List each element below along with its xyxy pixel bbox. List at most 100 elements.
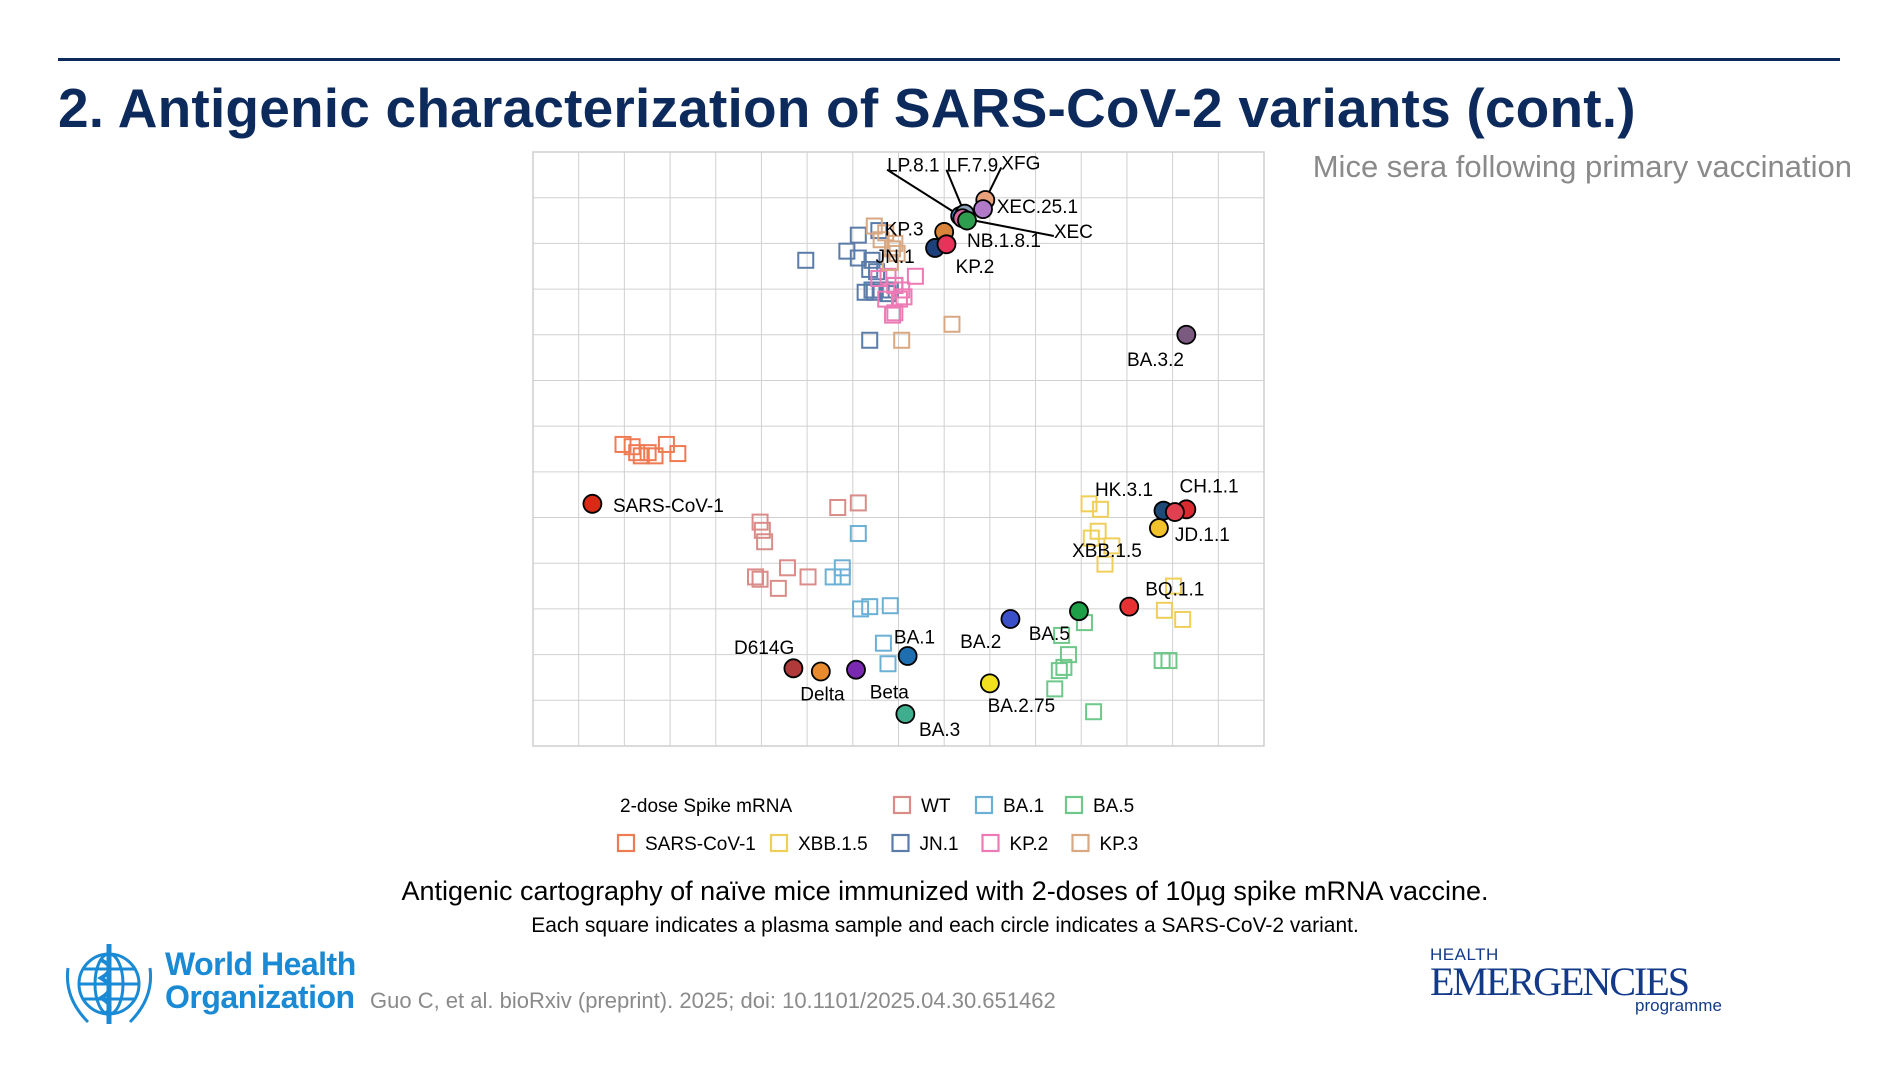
serum-square-ba-1 bbox=[879, 655, 897, 673]
variant-label-lf-7-9: LF.7.9 bbox=[946, 156, 998, 177]
legend-label-kp-2: KP.2 bbox=[1010, 834, 1049, 855]
variant-label-ba-3: BA.3 bbox=[919, 720, 960, 741]
legend-label-ba-1: BA.1 bbox=[1003, 796, 1044, 817]
serum-square-ba-5 bbox=[1085, 703, 1103, 721]
who-wordmark: World Health Organization bbox=[165, 948, 356, 1014]
legend-square-jn-1 bbox=[891, 833, 910, 853]
figure-caption-detail: Each square indicates a plasma sample an… bbox=[531, 914, 1359, 937]
serum-square-xbb-1-5 bbox=[1174, 610, 1192, 628]
variant-point-jd-1-1 bbox=[1165, 502, 1185, 522]
legend-square-sars-cov-1 bbox=[616, 833, 636, 853]
variant-label-ba-3-2: BA.3.2 bbox=[1127, 350, 1184, 371]
serum-square-ba-5 bbox=[1160, 652, 1178, 670]
variant-point-bq-1-1 bbox=[1119, 596, 1140, 617]
serum-square-kp-2 bbox=[877, 290, 895, 308]
variant-label-delta: Delta bbox=[800, 684, 845, 705]
serum-square-sars-cov-1 bbox=[632, 447, 650, 465]
serum-square-sars-cov-1 bbox=[646, 447, 664, 465]
variant-point-delta bbox=[810, 661, 831, 682]
serum-square-wt bbox=[799, 568, 817, 586]
variant-point-ba-3 bbox=[895, 704, 916, 724]
who-name-line2: Organization bbox=[165, 979, 355, 1015]
variant-label-lp-8-1: LP.8.1 bbox=[887, 156, 939, 177]
variant-label-bq-1-1: BQ.1.1 bbox=[1145, 579, 1204, 600]
figure-caption: Antigenic cartography of naïve mice immu… bbox=[401, 876, 1489, 906]
serum-square-wt bbox=[778, 559, 796, 577]
serum-square-ba-1 bbox=[833, 568, 851, 586]
he-logo-emergencies: EMERGENCIES bbox=[1430, 959, 1690, 1004]
legend-label-ba-5: BA.5 bbox=[1093, 796, 1134, 817]
serum-square-xbb-1-5 bbox=[1103, 537, 1121, 555]
slide-subtitle: Mice sera following primary vaccination bbox=[1312, 149, 1852, 184]
serum-square-wt bbox=[769, 579, 787, 597]
serum-square-sars-cov-1 bbox=[657, 435, 675, 453]
serum-square-ba-1 bbox=[833, 559, 851, 577]
legend-square-ba-5 bbox=[1064, 795, 1084, 815]
serum-square-ba-1 bbox=[881, 597, 899, 615]
variant-circles bbox=[582, 190, 1197, 724]
serum-square-xbb-1-5 bbox=[1155, 601, 1173, 619]
serum-square-kp-3 bbox=[893, 331, 911, 349]
serum-square-wt bbox=[849, 494, 867, 512]
serum-square-wt bbox=[756, 533, 774, 551]
serum-square-jn-1 bbox=[856, 283, 874, 301]
variant-label-xfg: XFG bbox=[1001, 153, 1040, 174]
legend-square-ba-1 bbox=[974, 795, 994, 815]
serum-square-kp-3 bbox=[943, 315, 961, 333]
variant-label-jn-1: JN.1 bbox=[876, 247, 915, 268]
variant-label-xec-25-1: XEC.25.1 bbox=[997, 197, 1078, 218]
serum-square-ba-5 bbox=[1059, 646, 1077, 664]
variant-label-hk-3-1: HK.3.1 bbox=[1095, 480, 1153, 501]
legend-square-kp-2 bbox=[981, 833, 1000, 853]
variant-point-ba-5 bbox=[1069, 601, 1089, 622]
serum-square-jn-1 bbox=[849, 249, 867, 267]
citation: Guo C, et al. bioRxiv (preprint). 2025; … bbox=[370, 988, 1056, 1013]
serum-square-ba-1 bbox=[824, 568, 842, 586]
who-emblem-icon bbox=[65, 944, 153, 1024]
he-logo-programme: programme bbox=[1635, 996, 1722, 1015]
serum-square-xbb-1-5 bbox=[1091, 500, 1109, 518]
variant-label-sars-cov-1: SARS-CoV-1 bbox=[613, 496, 724, 517]
who-name-line1: World Health bbox=[165, 946, 356, 982]
serum-square-ba-5 bbox=[1046, 680, 1064, 698]
serum-square-wt bbox=[751, 570, 769, 588]
serum-square-kp-3 bbox=[881, 254, 899, 272]
legend-label-kp-3: KP.3 bbox=[1100, 834, 1139, 855]
variant-label-d614g: D614G bbox=[734, 638, 794, 659]
variant-point-ba-1 bbox=[897, 646, 918, 666]
variant-label-ba-1: BA.1 bbox=[894, 628, 935, 649]
variant-label-kp-2: KP.2 bbox=[956, 257, 995, 278]
legend: 2-dose Spike mRNA WT BA.1 BA.5 SARS-CoV-1 XBB… bbox=[616, 795, 1139, 855]
serum-square-wt bbox=[829, 498, 847, 516]
serum-square-ba-5 bbox=[1055, 658, 1073, 676]
serum-square-wt bbox=[746, 568, 764, 586]
serum-square-kp-3 bbox=[886, 234, 904, 252]
serum-square-kp-3 bbox=[884, 240, 902, 258]
sera-squares bbox=[614, 217, 1192, 721]
serum-square-kp-2 bbox=[893, 281, 911, 299]
variant-point-nb-1-8-1 bbox=[957, 210, 977, 231]
variant-point-d614g bbox=[783, 658, 804, 679]
legend-label-sars-cov-1: SARS-CoV-1 bbox=[645, 834, 756, 855]
legend-label-jn-1: JN.1 bbox=[920, 834, 959, 855]
serum-square-jn-1 bbox=[849, 226, 867, 244]
legend-title: 2-dose Spike mRNA bbox=[620, 796, 792, 817]
serum-square-sars-cov-1 bbox=[628, 444, 646, 462]
variant-point-beta bbox=[846, 659, 866, 680]
legend-square-wt bbox=[892, 795, 912, 815]
serum-square-ba-5 bbox=[1050, 662, 1068, 680]
variant-label-kp-3: KP.3 bbox=[885, 220, 924, 241]
variant-label-nb-1-8-1: NB.1.8.1 bbox=[967, 231, 1041, 252]
serum-square-xbb-1-5 bbox=[1165, 577, 1183, 595]
variant-labels: LP.8.1 LF.7.9 XFG XEC.25.1 XEC KP.3 NB.1.8.1 JN… bbox=[613, 153, 1239, 741]
legend-square-xbb-1-5 bbox=[769, 833, 789, 853]
serum-square-kp-3 bbox=[872, 231, 890, 249]
antigenic-map-chart: LP.8.1 LF.7.9 XFG XEC.25.1 XEC KP.3 NB.1.8.1 JN… bbox=[532, 151, 1265, 855]
legend-square-kp-3 bbox=[1071, 833, 1090, 853]
serum-square-wt bbox=[753, 521, 771, 539]
variant-label-ba-2-75: BA.2.75 bbox=[988, 696, 1056, 717]
he-logo-health: HEALTH bbox=[1430, 945, 1499, 964]
leader-xec bbox=[962, 217, 1055, 237]
serum-square-ba-1 bbox=[852, 600, 870, 618]
serum-square-ba-1 bbox=[849, 525, 867, 543]
